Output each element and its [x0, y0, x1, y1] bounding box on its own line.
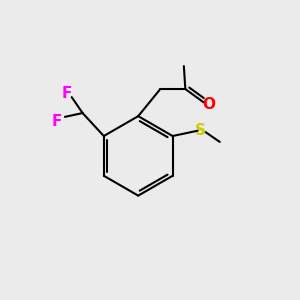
Text: O: O [202, 97, 215, 112]
Text: S: S [195, 123, 206, 138]
Text: F: F [61, 86, 72, 101]
Text: F: F [52, 114, 62, 129]
